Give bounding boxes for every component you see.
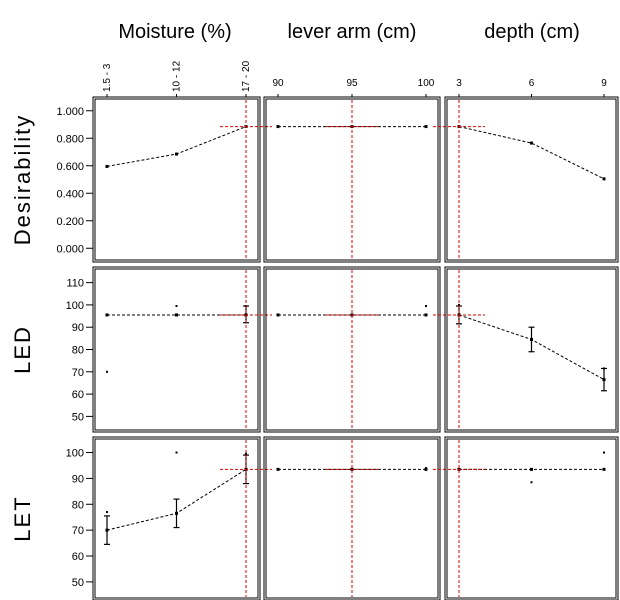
panel-led-lever — [263, 266, 441, 433]
y-tick-label: 70 — [72, 367, 84, 379]
panel-frame-inner — [94, 268, 259, 431]
panel-frame — [444, 436, 619, 600]
column-title-moisture: Moisture (%) — [118, 21, 231, 43]
panel-frame-inner — [265, 438, 439, 599]
panel-frame — [263, 96, 441, 263]
panel-frame — [444, 266, 619, 433]
row-title-led: LED — [10, 325, 35, 374]
observation-point — [106, 511, 108, 514]
row-title-let: LET — [10, 495, 35, 541]
data-point — [175, 152, 178, 156]
x-tick-label: 9 — [601, 78, 607, 89]
series-line — [106, 126, 247, 167]
data-point — [602, 467, 606, 471]
series-line — [458, 126, 605, 180]
panel-frame — [444, 96, 619, 263]
row-title-desirability: Desirability — [10, 114, 35, 246]
observation-point — [175, 305, 178, 308]
column-title-depth: depth (cm) — [484, 21, 580, 43]
data-point — [602, 177, 606, 181]
y-tick-label: 50 — [72, 577, 84, 589]
panel-led-depth — [433, 266, 619, 433]
data-point — [424, 313, 428, 317]
y-tick-label: 60 — [72, 389, 84, 401]
x-tick-label: 1.5 - 3 — [102, 63, 113, 92]
panel-frame-inner — [446, 268, 617, 431]
y-tick-label: 80 — [72, 499, 84, 511]
panel-frame-inner — [446, 438, 617, 599]
data-point — [424, 125, 428, 129]
panel-frame — [92, 266, 261, 433]
y-tick-label: 100 — [66, 300, 84, 312]
panel-led-moisture — [92, 266, 272, 433]
panel-frame-inner — [94, 98, 259, 261]
y-tick-label: 90 — [72, 322, 84, 334]
y-tick-label: 70 — [72, 525, 84, 537]
data-point — [424, 467, 428, 471]
observation-point — [245, 452, 247, 455]
data-point — [276, 313, 280, 317]
column-title-lever: lever arm (cm) — [288, 21, 417, 43]
panel-let-moisture — [92, 436, 272, 600]
data-point — [276, 125, 280, 129]
panel-frame — [92, 436, 261, 600]
observation-point — [603, 367, 605, 370]
y-tick-label: 110 — [66, 278, 84, 290]
panel-frame-inner — [265, 98, 439, 261]
y-tick-label: 1.000 — [56, 106, 84, 118]
y-tick-label: 0.800 — [56, 133, 84, 145]
data-point — [175, 313, 178, 317]
panel-frame — [263, 436, 441, 600]
panel-frame-inner — [265, 268, 439, 431]
data-point — [105, 164, 109, 168]
x-tick-label: 3 — [456, 78, 462, 89]
y-tick-label: 80 — [72, 345, 84, 357]
panel-frame — [263, 266, 441, 433]
panel-desirability-moisture — [92, 96, 272, 263]
x-tick-label: 6 — [529, 78, 535, 89]
x-tick-label: 10 - 12 — [172, 60, 183, 92]
observation-point — [175, 451, 178, 454]
y-tick-label: 0.400 — [56, 188, 84, 200]
observation-point — [425, 467, 427, 470]
observation-point — [458, 303, 460, 306]
data-point — [276, 467, 280, 471]
y-tick-label: 100 — [66, 448, 84, 460]
panel-let-depth — [433, 436, 619, 600]
x-tick-label: 100 — [418, 78, 435, 89]
panel-desirability-depth — [433, 96, 619, 263]
y-tick-label: 0.200 — [56, 216, 84, 228]
data-point — [105, 313, 109, 317]
panel-let-lever — [263, 436, 441, 600]
y-tick-label: 0.600 — [56, 161, 84, 173]
panel-frame — [92, 96, 261, 263]
observation-point — [425, 305, 427, 308]
observation-point — [530, 481, 533, 484]
observation-point — [603, 451, 605, 454]
y-tick-label: 50 — [72, 411, 84, 423]
panel-frame-inner — [446, 98, 617, 261]
y-tick-label: 60 — [72, 551, 84, 563]
x-tick-label: 90 — [272, 78, 284, 89]
observation-point — [106, 370, 108, 373]
x-tick-label: 95 — [346, 78, 358, 89]
y-tick-label: 90 — [72, 473, 84, 485]
data-point — [530, 141, 533, 145]
y-tick-label: 0.000 — [56, 243, 84, 255]
data-point — [530, 467, 533, 471]
panel-desirability-lever — [263, 96, 441, 263]
x-tick-label: 17 - 20 — [241, 60, 252, 92]
panel-frame-inner — [94, 438, 259, 599]
